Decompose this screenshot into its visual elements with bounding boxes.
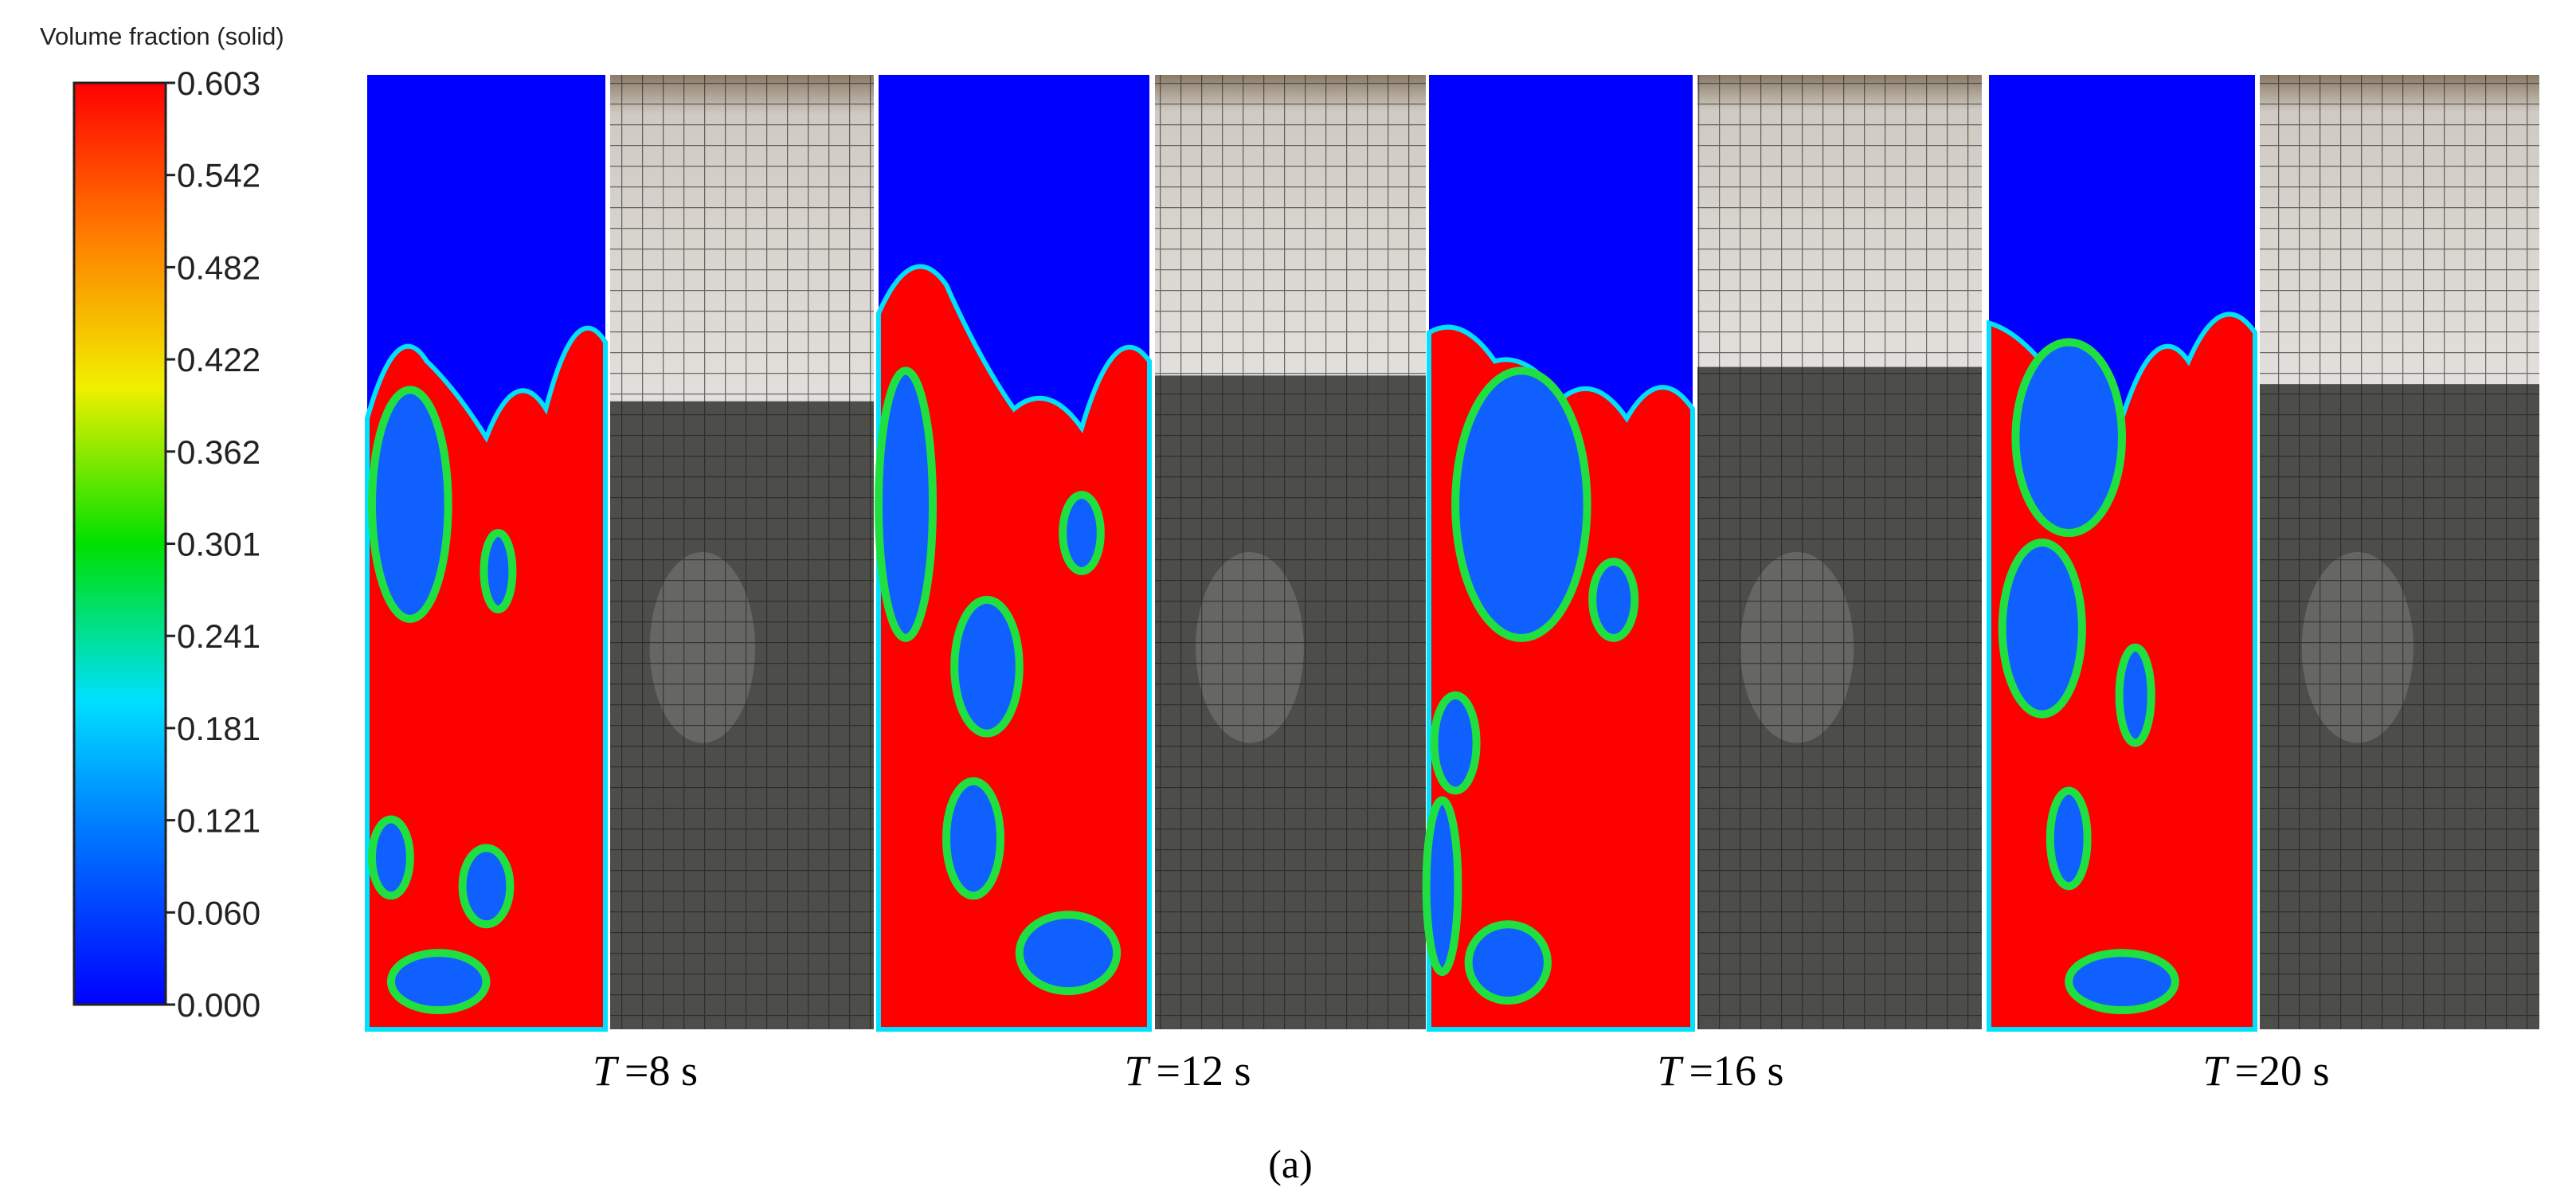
photo-grid bbox=[1697, 75, 1982, 1029]
tick-label: 0.181 bbox=[177, 710, 260, 747]
cfd-bubble bbox=[386, 949, 491, 1015]
panel-symbol: T bbox=[593, 1047, 620, 1095]
panel-time: =20 s bbox=[2235, 1047, 2330, 1095]
photo-grid bbox=[610, 75, 874, 1029]
panel-time: =16 s bbox=[1689, 1047, 1784, 1095]
tick-label: 0.060 bbox=[177, 894, 260, 931]
tick-label: 0.241 bbox=[177, 617, 260, 655]
cfd-bubble bbox=[950, 595, 1024, 738]
cfd-bubble bbox=[367, 815, 414, 900]
panel-label: T =16 s bbox=[1657, 1047, 1783, 1095]
caption: (a) bbox=[1268, 1142, 1313, 1186]
panel-time: =12 s bbox=[1157, 1047, 1251, 1095]
cfd-bubble bbox=[1059, 491, 1105, 575]
tick-label: 0.301 bbox=[177, 526, 260, 563]
cfd-bubble bbox=[942, 777, 1004, 900]
tick-label: 0.482 bbox=[177, 249, 260, 286]
panel-time: =8 s bbox=[624, 1047, 698, 1095]
panels: T =8 s T =12 s T =16 s T =20 s bbox=[365, 75, 2539, 1095]
cfd-bubble bbox=[2011, 338, 2126, 538]
cfd-bubble bbox=[875, 366, 937, 642]
cfd-bubble bbox=[1451, 366, 1591, 642]
tick-label: 0.000 bbox=[177, 986, 260, 1024]
tick-label: 0.362 bbox=[177, 433, 260, 471]
colorbar bbox=[72, 81, 167, 1006]
cfd-bubble bbox=[458, 844, 515, 929]
cfd-bubble bbox=[1422, 796, 1462, 977]
cfd-bubble bbox=[480, 529, 517, 613]
cfd-bubble bbox=[1588, 557, 1639, 642]
tick-label: 0.422 bbox=[177, 341, 260, 378]
tick-label: 0.603 bbox=[177, 65, 260, 102]
panel-symbol: T bbox=[2202, 1047, 2230, 1095]
cfd-bubble bbox=[1464, 920, 1552, 1005]
panel-label: T =8 s bbox=[593, 1047, 698, 1095]
cfd-bubble bbox=[2115, 643, 2155, 747]
colorbar-title: Volume fraction (solid) bbox=[40, 22, 284, 50]
cfd-bubble bbox=[2046, 786, 2092, 891]
colorbar-ticks: 0.603 0.542 0.482 0.422 0.362 0.301 0.241 0.181… bbox=[166, 65, 260, 1024]
cfd-bubble bbox=[367, 386, 452, 623]
tick-label: 0.121 bbox=[177, 802, 260, 840]
tick-label: 0.542 bbox=[177, 157, 260, 194]
cfd-bubble bbox=[2065, 949, 2179, 1015]
panel-label: T =20 s bbox=[2202, 1047, 2329, 1095]
photo-grid bbox=[2260, 75, 2539, 1029]
panel-label: T =12 s bbox=[1124, 1047, 1251, 1095]
photo-grid bbox=[1155, 75, 1426, 1029]
cfd-bubble bbox=[1998, 539, 2086, 719]
panel-symbol: T bbox=[1124, 1047, 1151, 1095]
cfd-bubble bbox=[1015, 911, 1122, 996]
panel-symbol: T bbox=[1657, 1047, 1684, 1095]
cfd-bubble bbox=[1430, 691, 1481, 795]
